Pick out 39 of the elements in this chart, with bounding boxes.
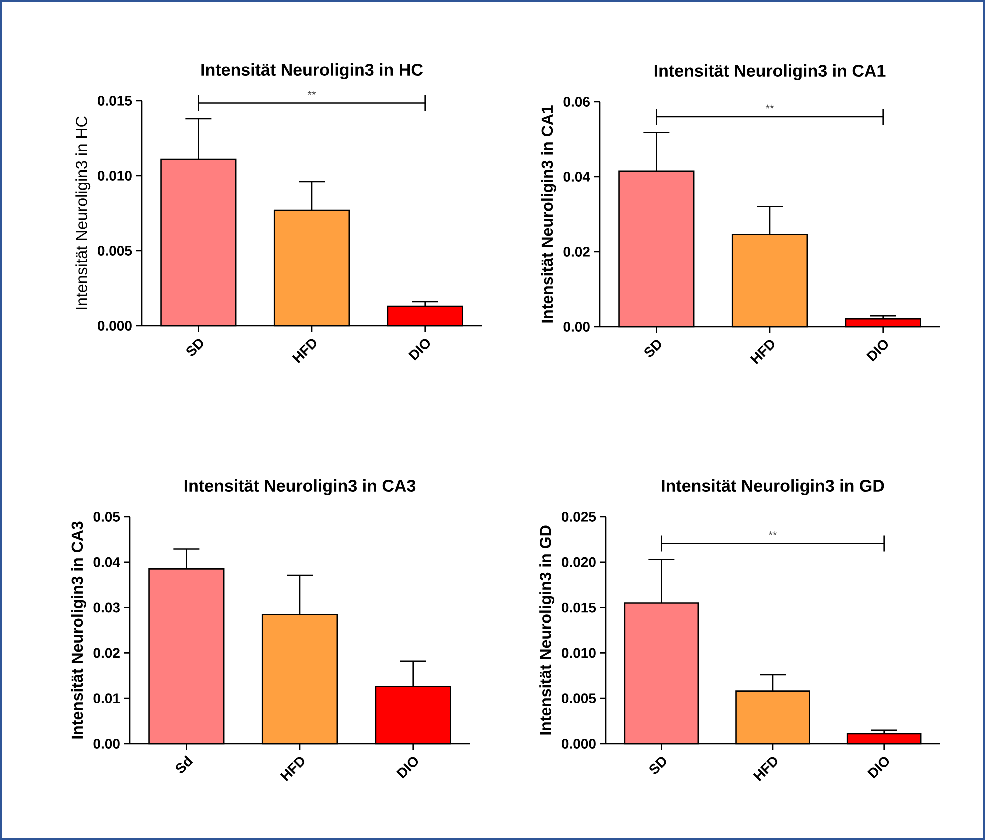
y-tick-label: 0.010 [98,171,132,181]
y-axis-title: Intensität Neuroligin3 in CA3 [71,522,86,739]
y-tick-label: 0.000 [98,321,132,331]
x-tick-label: Sd [176,756,194,774]
chart-title: Intensität Neuroligin3 in CA1 [654,64,886,80]
y-axis-title: Intensität Neuroligin3 in HC [76,116,91,310]
y-tick-label: 0.020 [562,557,596,568]
x-tick-label: DIO [408,339,430,361]
y-tick-label: 0.010 [562,648,596,658]
chart-title: Intensität Neuroligin3 in CA3 [184,480,416,496]
x-tick-label: DIO [396,757,418,779]
y-tick-label: 0.00 [94,739,120,749]
chart-title: Intensität Neuroligin3 in HC [202,64,423,80]
y-tick-label: 0.015 [562,602,596,613]
y-tick-label: 0.05 [94,512,120,522]
text: ** [308,91,316,95]
y-tick-label: 0.00 [564,322,590,332]
x-tick-label: SD [186,339,204,356]
x-tick-label: SD [644,340,662,358]
y-tick-label: 0.04 [564,172,590,182]
chart-title: Intensität Neuroligin3 in GD [662,480,884,496]
y-tick-label: 0.06 [564,97,590,107]
y-tick-label: 0.04 [94,557,120,568]
y-axis-title: Intensität Neuroligin3 in CA1 [541,106,556,323]
x-tick-label: DIO [868,757,890,779]
annotation: ** [766,104,774,109]
annotation: ** [768,532,778,536]
y-tick-label: 0.02 [94,648,120,658]
y-tick-label: 0.015 [98,96,132,106]
y-tick-label: 0.005 [98,246,132,256]
y-tick-label: 0.000 [562,739,596,749]
y-tick-label: 0.03 [94,602,120,613]
y-tick-label: 0.01 [94,694,120,704]
x-tick-label: SD [650,757,666,774]
y-axis-title: Intensität Neuroligin3 in GD [540,526,555,735]
y-tick-label: 0.02 [564,247,590,257]
y-tick-label: 0.005 [562,694,596,704]
y-tick-label: 0.025 [562,512,596,522]
x-tick-label: DIO [866,340,888,362]
